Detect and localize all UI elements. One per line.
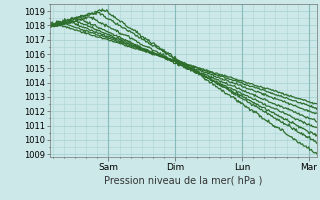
X-axis label: Pression niveau de la mer( hPa ): Pression niveau de la mer( hPa ) xyxy=(104,176,262,186)
